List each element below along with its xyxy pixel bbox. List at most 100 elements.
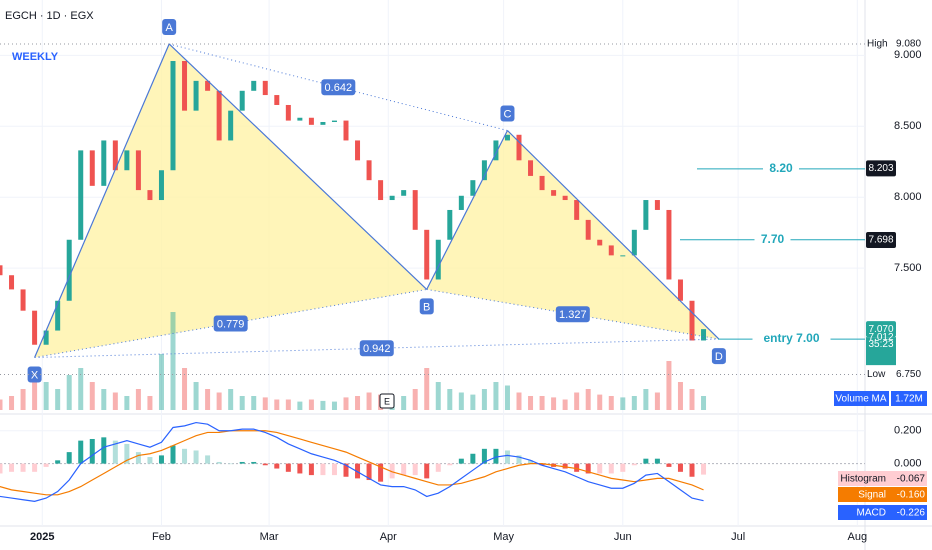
histogram-bar (366, 463, 372, 481)
histogram-bar (285, 463, 291, 472)
macd-legend-name: MACD (857, 508, 886, 519)
volume-bar (504, 385, 510, 410)
volume-bar (182, 368, 188, 410)
point-label: X (31, 369, 39, 381)
macd-line (0, 421, 704, 502)
candle (424, 229, 430, 280)
candle (124, 150, 130, 171)
vma-name: Volume MA (835, 394, 886, 405)
x-tick-label: Aug (848, 531, 868, 543)
vma-value: 1.72M (895, 394, 923, 405)
volume-bar (228, 389, 234, 410)
level-label: 7.70 (761, 232, 785, 246)
point-label: B (423, 301, 430, 313)
macd-tick-label: 0.200 (894, 425, 922, 437)
volume-bar (458, 392, 464, 410)
volume-bar (78, 368, 84, 410)
histogram-bar (170, 445, 176, 464)
level-label-bg (752, 331, 831, 348)
price-badge (866, 321, 896, 338)
candle (643, 200, 649, 230)
volume-bar (112, 392, 118, 410)
volume-bar (20, 389, 26, 410)
candle (182, 61, 188, 111)
pattern-leg (34, 43, 170, 358)
candle (435, 239, 441, 280)
volume-bar (585, 389, 591, 410)
volume-bar (9, 396, 15, 410)
volume-bar (0, 399, 3, 410)
histogram-bar (447, 463, 453, 466)
point-badge (27, 366, 42, 383)
histogram-bar (343, 463, 349, 477)
pattern-fill (34, 43, 427, 358)
ratio-badge (321, 79, 356, 96)
volume-bar (631, 396, 637, 410)
candle (562, 195, 568, 201)
histogram-bar (20, 463, 26, 472)
candle (574, 200, 580, 220)
candle (239, 90, 245, 111)
x-tick-label: May (493, 531, 514, 543)
candle (89, 150, 95, 186)
volume-bar (158, 354, 164, 410)
volume-bar (412, 389, 418, 410)
x-tick-label: Mar (260, 531, 279, 543)
candle (539, 175, 545, 191)
histogram-bar (182, 448, 188, 464)
candle (689, 300, 695, 341)
point-label: A (165, 22, 173, 34)
histogram-bar (435, 463, 441, 472)
price-badge-label: 7.070 (868, 324, 893, 335)
volume-bar (470, 394, 476, 410)
overlay: 9.000 8.500 8.000 7.500 2025 Feb Mar Apr May Jun J… (0, 18, 927, 543)
histogram-bar (0, 463, 3, 474)
candle (228, 110, 234, 141)
histogram-bar (654, 458, 660, 464)
histogram-bar (55, 460, 61, 464)
ratio-label: 0.642 (325, 82, 353, 94)
histogram-bar (251, 461, 257, 464)
histogram-bar (101, 437, 107, 464)
histogram-bar (620, 463, 626, 472)
volume-bar (32, 375, 38, 410)
volume-bar (701, 396, 707, 410)
pattern-leg (426, 130, 509, 290)
y-tick-label: 8.000 (894, 191, 922, 203)
volume-bar (274, 399, 280, 410)
candle (701, 329, 707, 341)
macd-tick-label: 0.000 (894, 458, 922, 470)
macd-legend-value: -0.226 (897, 508, 926, 519)
histogram-bar (504, 450, 510, 464)
volume-bar (193, 382, 199, 410)
histogram-bar (124, 443, 130, 464)
price-pane (0, 43, 720, 410)
candle (320, 122, 326, 125)
candle (389, 195, 395, 201)
histogram-bar (458, 458, 464, 464)
volume-bar (435, 382, 441, 410)
x-tick-label: Feb (152, 531, 171, 543)
candle (677, 279, 683, 301)
volume-bar (251, 396, 257, 410)
y-tick-label: 7.500 (894, 262, 922, 274)
candle (66, 239, 72, 301)
histogram-bar (274, 463, 280, 469)
note-label: WEEKLY (12, 51, 59, 63)
volume-bar (308, 399, 314, 410)
signal-legend-value: -0.160 (897, 490, 926, 501)
histogram-bar (193, 450, 199, 464)
candle (631, 229, 637, 256)
volume-bar (539, 396, 545, 410)
candle (170, 61, 176, 171)
x-tick-label: Jun (614, 531, 632, 543)
low-badge-label: 7.012 (868, 332, 893, 343)
point-badge (711, 348, 726, 365)
candle (412, 190, 418, 230)
candle (101, 140, 107, 186)
ratio-label: 1.327 (559, 309, 587, 321)
volume-bar (147, 396, 153, 410)
candle (366, 160, 372, 181)
histogram-bar (147, 457, 153, 464)
volume-bar (216, 392, 222, 410)
